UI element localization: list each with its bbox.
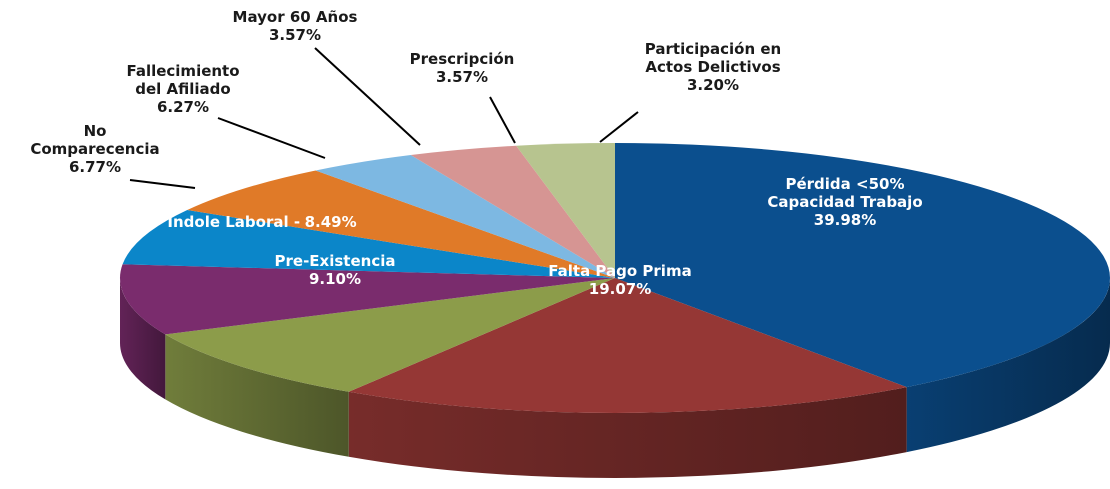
category-label: No Comparecencia (30, 122, 160, 158)
value-label: 3.57% (435, 68, 489, 86)
value-label: 19.07% (588, 280, 652, 298)
value-label: 8.49% (304, 213, 357, 231)
slice-side (906, 278, 1110, 453)
slice-label: Mayor 60 Años 3.57% (233, 8, 358, 44)
leader-line (489, 96, 516, 144)
slice-side (120, 278, 166, 400)
slice-label: Pérdida <50% Capacidad Trabajo 39.98% (767, 175, 922, 229)
category-label: Participación en Actos Delictivos (644, 40, 782, 76)
slice (348, 278, 907, 413)
leader-line (314, 47, 421, 146)
leader-line (599, 111, 639, 143)
slice-label: Indole Laboral -8.49% (167, 213, 356, 231)
value-label: 3.57% (268, 26, 322, 44)
category-label: Prescripción (409, 50, 515, 68)
slice (119, 264, 615, 335)
slice (187, 170, 615, 278)
slice (165, 278, 615, 392)
slice-label: Pre-Existencia 9.10% (275, 252, 396, 288)
leader-line (129, 179, 196, 189)
slice (122, 210, 616, 278)
category-label: Pérdida <50% Capacidad Trabajo (767, 175, 923, 211)
slice-label: Fallecimiento del Afiliado 6.27% (126, 62, 239, 116)
value-label: 3.20% (686, 76, 740, 94)
slice (516, 143, 615, 278)
category-label: Pre-Existencia (274, 252, 396, 270)
slice-side (165, 334, 349, 457)
category-label: Indole Laboral - (167, 213, 301, 231)
slice-label: No Comparecencia 6.77% (30, 122, 159, 176)
slice-label: Falta Pago Prima 19.07% (548, 262, 691, 298)
slice (315, 155, 615, 278)
category-label: Falta Pago Prima (548, 262, 692, 280)
category-label: Fallecimiento del Afiliado (126, 62, 240, 98)
category-label: Mayor 60 Años (232, 8, 358, 26)
slice-label: Participación en Actos Delictivos 3.20% (645, 40, 781, 94)
value-label: 6.27% (156, 98, 210, 116)
slice-side (348, 387, 907, 478)
slice (410, 145, 615, 278)
value-label: 9.10% (308, 270, 362, 288)
slice (615, 143, 1110, 388)
value-label: 6.77% (68, 158, 122, 176)
value-label: 39.98% (813, 211, 877, 229)
leader-line (217, 117, 326, 159)
slice-label: Prescripción 3.57% (410, 50, 515, 86)
